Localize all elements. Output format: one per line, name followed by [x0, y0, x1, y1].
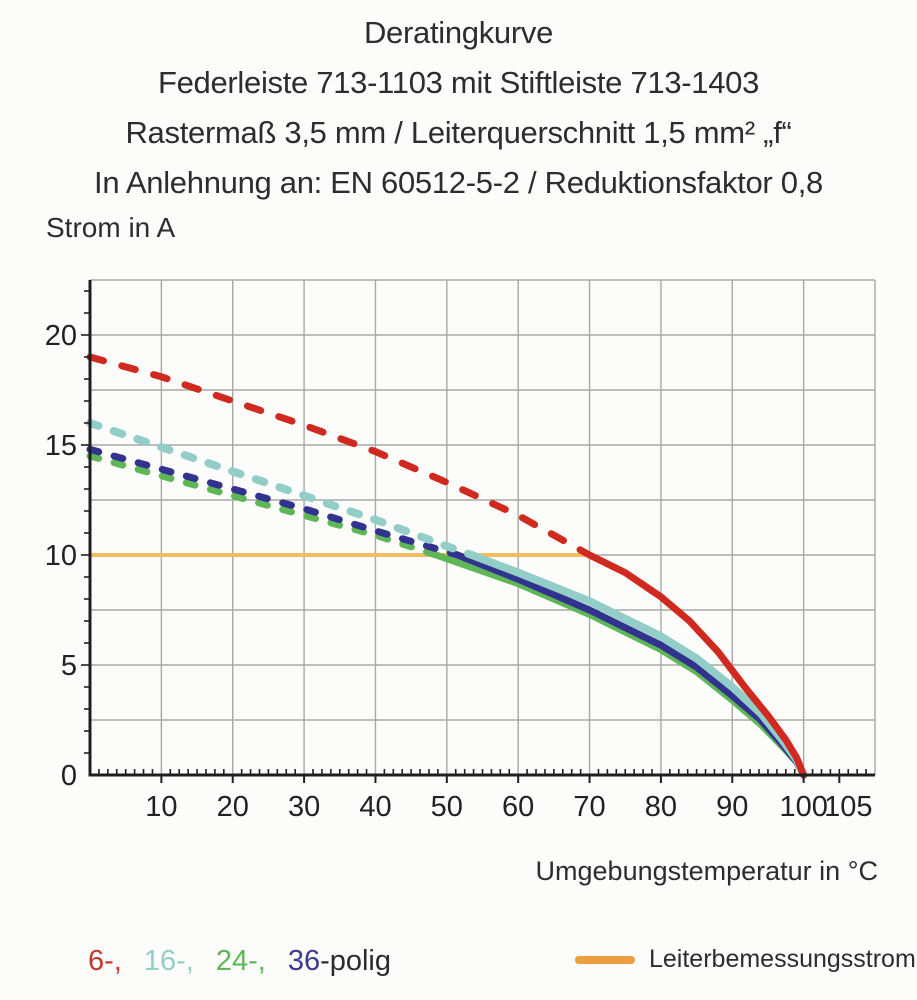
figure-subtitle-parts: Federleiste 713-1103 mit Stiftleiste 713…: [157, 65, 760, 100]
legend-item-36: 36: [287, 945, 321, 977]
y-tick-label: 10: [45, 540, 77, 572]
legend-item-24-polig: 24-,: [215, 945, 266, 977]
y-axis-label: Strom in A: [46, 212, 176, 243]
y-tick-label: 20: [45, 320, 77, 352]
x-tick-label: 60: [502, 791, 534, 823]
x-axis-label: Umgebungstemperatur in °C: [535, 856, 878, 886]
y-tick-label: 0: [61, 760, 77, 792]
legend-rated-current: Leiterbemessungsstrom: [575, 945, 916, 974]
x-tick-label: 40: [359, 791, 391, 823]
x-tick-label: 90: [716, 791, 748, 823]
y-tick-label: 15: [45, 430, 77, 462]
x-tick-label: 30: [288, 791, 320, 823]
rated-current-label: Leiterbemessungsstrom: [649, 945, 916, 973]
legend-pole-counts: 6-, 16-, 24-, 36 -polig: [88, 945, 391, 978]
figure-subtitle-standard: In Anlehnung an: EN 60512-5-2 / Reduktio…: [94, 165, 823, 200]
x-tick-label: 70: [573, 791, 605, 823]
legend-item-6-polig: 6-,: [88, 945, 122, 977]
rated-current-line-swatch: [575, 955, 635, 964]
legend-item-16-polig: 16-,: [143, 945, 194, 977]
y-tick-label: 5: [61, 650, 77, 682]
x-tick-label: 20: [217, 791, 249, 823]
x-tick-label: 10: [145, 791, 177, 823]
legend: 6-, 16-, 24-, 36 -polig Leiterbemessungss…: [0, 945, 917, 990]
legend-polig-suffix: -polig: [320, 945, 392, 977]
figure-subtitle-spec: Rastermaß 3,5 mm / Leiterquerschnitt 1,5…: [125, 115, 792, 150]
title-block: Deratingkurve Federleiste 713-1103 mit S…: [0, 8, 917, 208]
figure-title: Deratingkurve: [363, 15, 554, 50]
x-tick-label: 80: [645, 791, 677, 823]
x-tick-label: 50: [431, 791, 463, 823]
x-tick-label: 100: [779, 791, 827, 823]
x-tick-label: 105: [824, 791, 872, 823]
